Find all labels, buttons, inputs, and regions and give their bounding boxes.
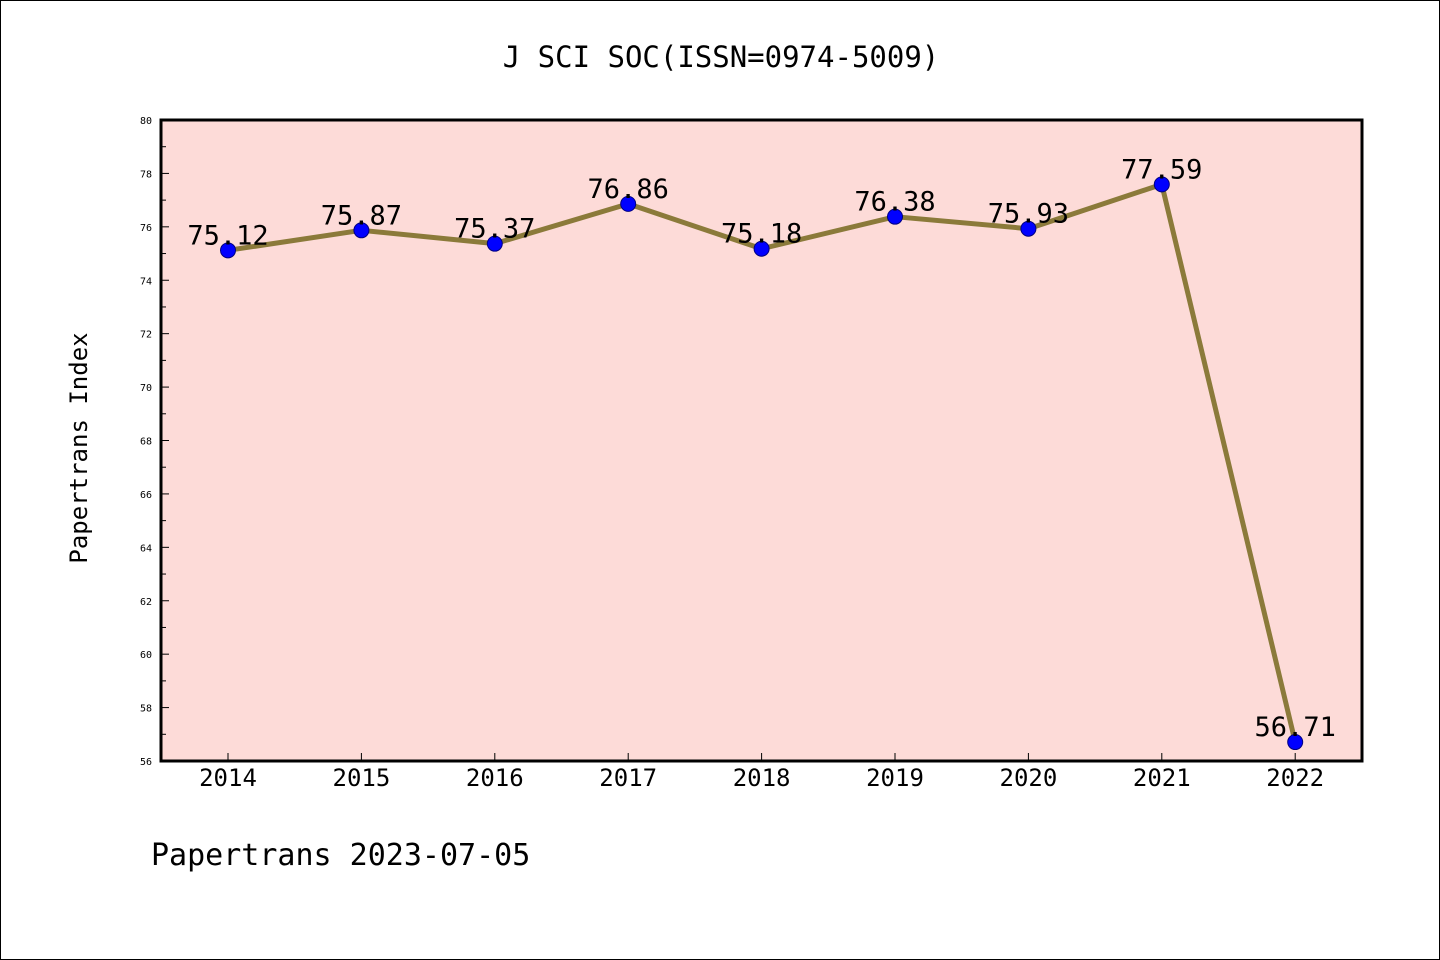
data-label: 76.38 [854, 187, 935, 218]
chart-title: J SCI SOC(ISSN=0974-5009) [503, 40, 940, 74]
data-point [887, 208, 903, 225]
x-axis-ticks: 2014 2015 2016 2017 2018 2019 2020 2021 2022 [199, 753, 1324, 792]
x-tick-label: 2017 [599, 764, 657, 792]
data-label: 75.93 [988, 199, 1069, 230]
data-label: 77.59 [1121, 154, 1202, 185]
y-tick-label: 78 [140, 169, 152, 180]
y-tick-label: 80 [140, 116, 152, 127]
data-point [486, 235, 503, 252]
data-point [1020, 220, 1037, 237]
y-tick-label: 68 [140, 437, 152, 448]
data-label: 75.37 [454, 214, 535, 245]
series-layer: 75.12 75.87 75.37 76.86 75.18 76.38 75.93 77.59… [187, 154, 1336, 751]
footer-watermark: Papertrans 2023-07-05 [151, 838, 530, 873]
x-tick-label: 2020 [1000, 764, 1058, 792]
x-tick-label: 2016 [466, 764, 524, 792]
data-point [620, 195, 637, 212]
x-tick-label: 2021 [1133, 764, 1191, 792]
data-label: 76.86 [588, 174, 669, 205]
y-tick-label: 64 [140, 543, 152, 554]
data-point [220, 242, 236, 259]
data-label: 56.71 [1255, 712, 1336, 743]
y-axis-label: Papertrans Index [65, 332, 93, 563]
y-tick-label: 70 [140, 383, 152, 394]
y-tick-label: 56 [140, 757, 152, 768]
plot-border [159, 118, 1364, 763]
x-tick-label: 2015 [333, 764, 391, 792]
y-tick-label: 62 [140, 597, 152, 608]
y-tick-label: 72 [140, 330, 152, 341]
data-point [353, 222, 370, 239]
x-tick-label: 2019 [866, 764, 924, 792]
data-point [753, 240, 770, 257]
data-point [1153, 176, 1170, 193]
data-label: 75.12 [187, 220, 268, 251]
x-tick-label: 2022 [1266, 764, 1324, 792]
data-label: 75.18 [721, 219, 802, 250]
y-tick-label: 58 [140, 704, 152, 715]
y-tick-label: 60 [140, 650, 152, 661]
data-point [1287, 734, 1304, 751]
y-tick-label: 66 [140, 490, 152, 501]
data-label: 75.87 [321, 200, 402, 231]
x-tick-label: 2014 [199, 764, 257, 792]
x-tick-label: 2018 [733, 764, 791, 792]
y-tick-label: 76 [140, 223, 152, 234]
y-tick-label: 74 [140, 276, 152, 287]
